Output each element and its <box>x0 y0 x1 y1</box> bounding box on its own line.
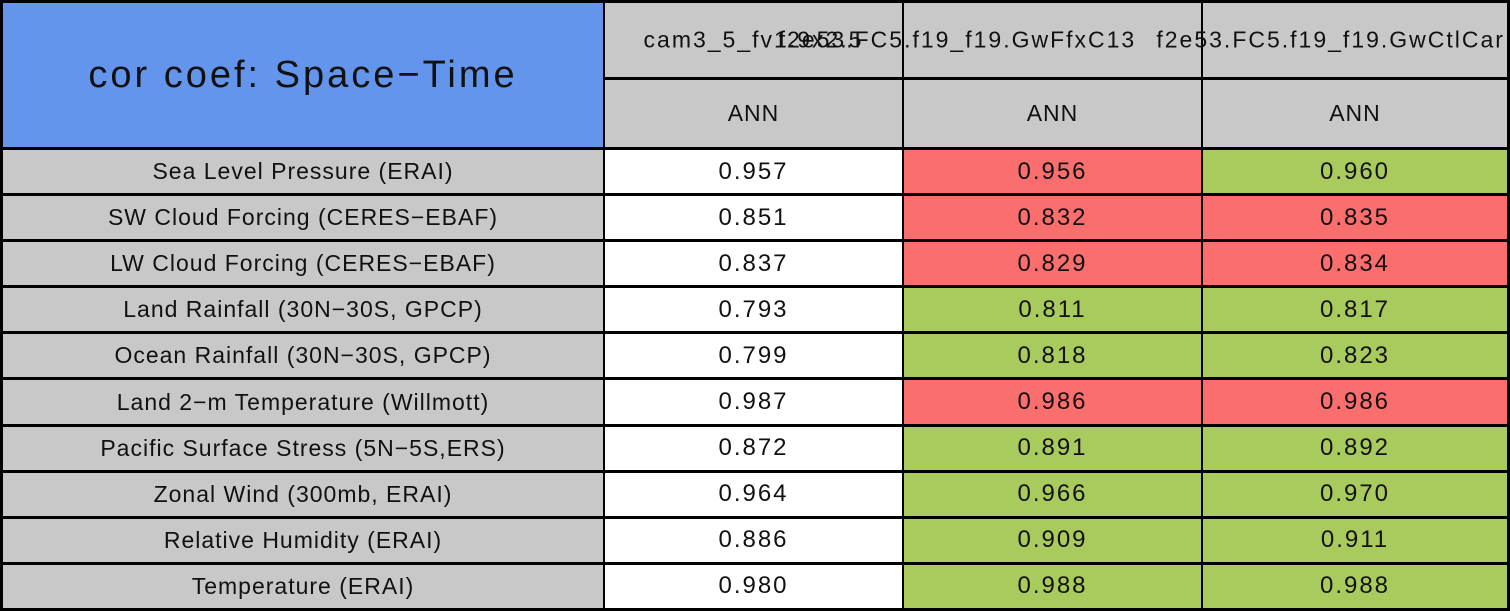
variable-label: Relative Humidity (ERAI) <box>3 518 603 562</box>
value-cell: 0.987 <box>605 380 902 424</box>
variable-label: LW Cloud Forcing (CERES−EBAF) <box>3 242 603 286</box>
value-cell: 0.886 <box>605 518 902 562</box>
value-cell: 0.834 <box>1203 242 1507 286</box>
value-cell: 0.851 <box>605 196 902 240</box>
value-cell: 0.817 <box>1203 288 1507 332</box>
variable-label: Temperature (ERAI) <box>3 564 603 608</box>
column-header-case-2: f2e53.FC5.f19_f19.GwFfxC13 <box>779 3 1201 77</box>
variable-label: Land 2−m Temperature (Willmott) <box>3 380 603 424</box>
value-cell: 0.986 <box>904 380 1201 424</box>
season-header-3: ANN <box>1203 80 1507 147</box>
value-cell: 0.891 <box>904 426 1201 470</box>
value-cell: 0.960 <box>1203 150 1507 194</box>
case-2-name: f2e53.FC5.f19_f19.GwFfxC13 <box>778 26 1137 53</box>
season-header-1: ANN <box>605 80 902 147</box>
value-cell: 0.909 <box>904 518 1201 562</box>
value-cell: 0.956 <box>904 150 1201 194</box>
value-cell: 0.818 <box>904 334 1201 378</box>
value-cell: 0.835 <box>1203 196 1507 240</box>
value-cell: 0.980 <box>605 564 902 608</box>
value-cell: 0.966 <box>904 472 1201 516</box>
value-cell: 0.986 <box>1203 380 1507 424</box>
value-cell: 0.793 <box>605 288 902 332</box>
column-header-case-3: f2e53.FC5.f19_f19.GwCtlCar <box>1156 3 1507 77</box>
value-cell: 0.957 <box>605 150 902 194</box>
value-cell: 0.837 <box>605 242 902 286</box>
value-cell: 0.911 <box>1203 518 1507 562</box>
table-title-text: cor coef: Space−Time <box>88 53 518 96</box>
variable-label: Land Rainfall (30N−30S, GPCP) <box>3 288 603 332</box>
case-3-name: f2e53.FC5.f19_f19.GwCtlCar <box>1156 26 1505 53</box>
value-cell: 0.811 <box>904 288 1201 332</box>
value-cell: 0.892 <box>1203 426 1507 470</box>
column-header-case-1: cam3_5_fv1.9x2.5 <box>605 3 902 77</box>
value-cell: 0.823 <box>1203 334 1507 378</box>
value-cell: 0.872 <box>605 426 902 470</box>
case-1-name: cam3_5_fv1.9x2.5 <box>643 26 864 53</box>
variable-label: Sea Level Pressure (ERAI) <box>3 150 603 194</box>
value-cell: 0.832 <box>904 196 1201 240</box>
value-cell: 0.988 <box>904 564 1201 608</box>
value-cell: 0.799 <box>605 334 902 378</box>
value-cell: 0.988 <box>1203 564 1507 608</box>
table-title: cor coef: Space−Time <box>3 3 603 147</box>
variable-label: Ocean Rainfall (30N−30S, GPCP) <box>3 334 603 378</box>
variable-label: Pacific Surface Stress (5N−5S,ERS) <box>3 426 603 470</box>
value-cell: 0.970 <box>1203 472 1507 516</box>
variable-label: SW Cloud Forcing (CERES−EBAF) <box>3 196 603 240</box>
value-cell: 0.829 <box>904 242 1201 286</box>
season-header-2: ANN <box>904 80 1201 147</box>
variable-label: Zonal Wind (300mb, ERAI) <box>3 472 603 516</box>
value-cell: 0.964 <box>605 472 902 516</box>
